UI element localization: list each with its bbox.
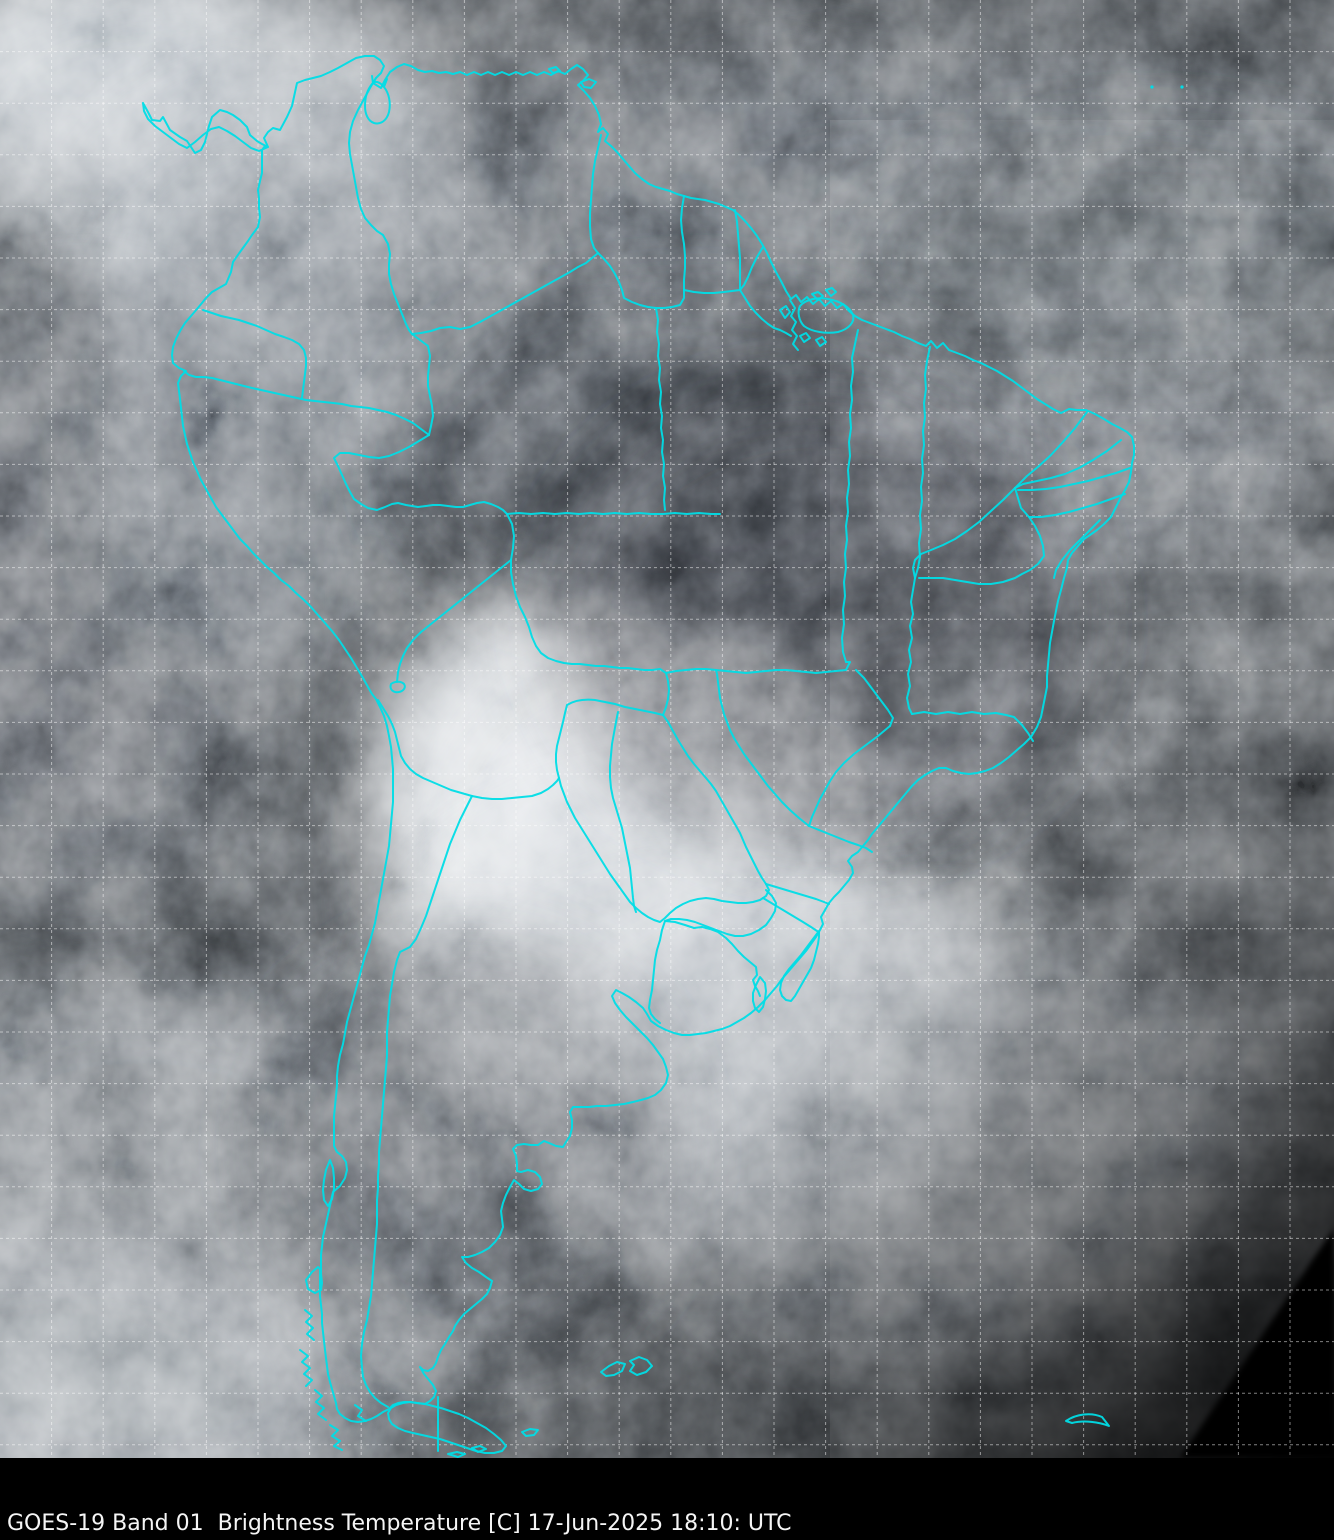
state-parana-river [715, 669, 810, 827]
caption-text: GOES-19 Band 01 Brightness Temperature [… [7, 1510, 792, 1536]
state-pr-sc [765, 883, 830, 905]
state-minas-sp [808, 725, 891, 827]
border-uruguay-brazil [664, 920, 761, 997]
border-suriname-brazil [683, 289, 741, 294]
state-amazonas-para [655, 307, 666, 511]
border-colombia-brazil [411, 333, 434, 436]
coastline-south-america [142, 55, 1135, 1423]
border-chile-bolivia [377, 699, 473, 797]
lagoa-dos-patos [779, 930, 820, 1002]
falkland-east [629, 1356, 653, 1376]
state-ne-fan-3 [1017, 467, 1131, 491]
border-suriname-guiana [734, 209, 741, 291]
border-peru-brazil [333, 434, 508, 515]
border-chile-argentina [360, 795, 473, 1408]
border-guiana-brazil [739, 246, 764, 291]
state-ne-fan-2 [1014, 439, 1122, 489]
isla-de-los-estados [521, 1428, 539, 1437]
state-goias-minas [855, 669, 894, 727]
state-sergipe [1053, 519, 1101, 579]
trinidad-island [580, 78, 597, 89]
fjords-2 [299, 1349, 313, 1387]
border-colombia-venezuela [348, 77, 413, 335]
marajo-island [797, 297, 855, 334]
south-georgia [1065, 1413, 1110, 1427]
border-argentina-brazil [648, 889, 777, 1024]
state-maranhao-piaui [914, 346, 931, 579]
fjords-3 [314, 1389, 327, 1421]
state-bahia-minas [911, 711, 1034, 742]
state-mt-ms-goias [665, 661, 851, 674]
fjords-4 [329, 1424, 343, 1451]
paraguay-river [609, 711, 637, 913]
state-ne-fan-4 [1014, 487, 1126, 518]
state-ne-fan-1 [1014, 411, 1088, 489]
graticule-grid [0, 0, 1334, 1458]
tierra-del-fuego [387, 1401, 507, 1454]
amazon-delta-islands [779, 287, 837, 351]
state-pe-bahia [918, 516, 1045, 585]
border-colombia-peru [183, 370, 430, 436]
border-guyana-suriname [680, 195, 686, 291]
earth-limb-dark-corner [1180, 1228, 1334, 1458]
state-piaui-bahia [906, 487, 1016, 715]
tdf-islets [354, 1404, 487, 1458]
fjords-1 [304, 1309, 315, 1341]
border-guyana-roraima [597, 252, 685, 309]
border-venezuela-brazil [411, 252, 599, 335]
margarita-island [548, 66, 561, 74]
paraguay-outline [555, 698, 770, 923]
state-para-tocantins [841, 329, 859, 663]
border-ecuador-colombia [202, 309, 307, 399]
state-sp-pr [808, 825, 873, 853]
lake-titicaca [389, 680, 406, 694]
border-amapa-west [739, 289, 792, 337]
small-island-dot [1150, 85, 1154, 89]
map-borders-overlay [142, 55, 1184, 1458]
terminator-shadow [0, 0, 1334, 1458]
border-peru-bolivia [396, 559, 512, 683]
border-bolivia-brazil [506, 513, 670, 716]
lagoa-mirim [752, 976, 767, 1013]
state-sc-rs [762, 897, 818, 932]
small-island-dot [1180, 85, 1184, 89]
border-bolivia-argentina [471, 777, 560, 800]
border-venezuela-guyana [589, 134, 602, 254]
state-amazonas-south [506, 512, 721, 515]
chiloe-island [322, 1159, 335, 1207]
falkland-west [600, 1361, 626, 1377]
caption-bar: GOES-19 Band 01 Brightness Temperature [… [0, 1458, 1334, 1540]
